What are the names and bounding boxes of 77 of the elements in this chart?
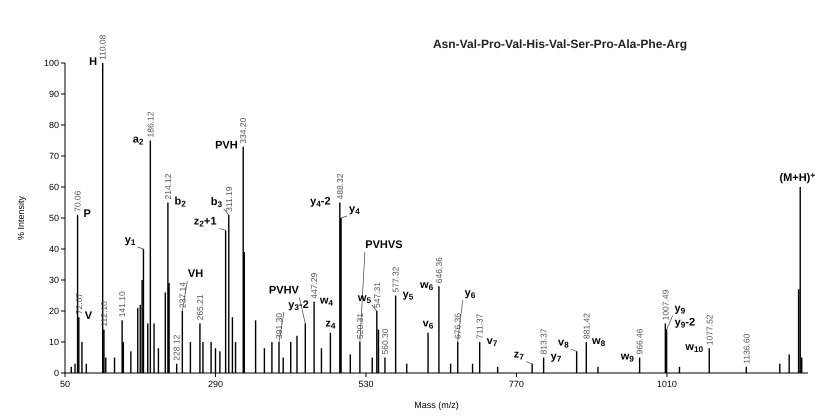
y-axis-title: % Intensity [16, 195, 26, 240]
x-tick-label: 1010 [656, 379, 677, 389]
annotation: P [84, 208, 91, 220]
annotation: z$_{4}$ [325, 318, 336, 332]
annotation: 186.12 [145, 111, 156, 138]
annotation: w$_{9}$ [620, 350, 634, 364]
annotation: 334.20 [238, 117, 248, 144]
annotation: 488.32 [334, 173, 345, 200]
annotation: 447.29 [309, 272, 320, 299]
annotation: 676.36 [452, 312, 463, 339]
annotation: 1077.52 [704, 314, 714, 346]
y-tick-label: 50 [48, 213, 59, 223]
annotation: b$_{2}$ [174, 196, 186, 209]
annotation: 966.46 [634, 328, 645, 354]
y-tick-label: 80 [48, 120, 59, 130]
annotation: 1007.49 [660, 289, 670, 320]
x-axis-title: Mass (m/z) [414, 400, 459, 410]
annotation: y$_{5}$ [402, 288, 414, 302]
annotation: PVHVS [365, 239, 403, 251]
annotation: v$_{7}$ [486, 335, 498, 348]
annotation: v$_{8}$ [558, 336, 570, 350]
annotation: 547.31 [372, 282, 382, 308]
annotation: y$_{6}$ [464, 287, 476, 300]
annotation: 560.30 [380, 328, 390, 354]
annotation: w$_{10}$ [684, 341, 704, 355]
y-tick-label: 90 [48, 89, 59, 99]
annotation: 237.14 [177, 282, 188, 308]
annotation: v$_{6}$ [422, 318, 434, 332]
annotation: 391.30 [274, 312, 284, 339]
annotation: 881.42 [581, 312, 592, 339]
annotation: PVHV [268, 284, 300, 296]
annotation: z$_{7}$ [514, 348, 524, 362]
annotation: 311.19 [224, 186, 234, 212]
annotation: H [89, 56, 98, 68]
annotation: 72.07 [74, 292, 84, 314]
annotation: w$_{8}$ [591, 335, 606, 348]
annotation: b$_{3}$ [210, 196, 223, 210]
annotation: 577.32 [390, 266, 401, 292]
annotation: y$_{4}$ [349, 203, 360, 216]
y-tick-label: 70 [48, 151, 59, 161]
chart-title: Asn-Val-Pro-Val-His-Val-Ser-Pro-Ala-Phe-Arg [432, 37, 688, 51]
annotation: 70.06 [72, 190, 83, 212]
annotation: 112.10 [98, 300, 109, 327]
y-tick-label: 40 [48, 244, 59, 254]
annotation: y$_{9}$ [674, 302, 686, 316]
x-tick-label: 290 [208, 379, 223, 389]
annotation: 520.31 [354, 312, 365, 339]
annotation: 228.12 [172, 334, 182, 361]
annotation: y$_{9}$-2 [674, 316, 696, 330]
x-tick-label: 50 [60, 379, 70, 389]
annotation: 711.37 [474, 313, 485, 339]
y-tick-label: 20 [48, 306, 59, 316]
annotation: VH [188, 268, 204, 280]
annotation: 646.36 [434, 256, 444, 284]
y-tick-label: 30 [48, 275, 59, 285]
x-tick-label: 770 [508, 379, 524, 389]
annotation: 214.12 [162, 173, 173, 200]
annotation: 141.10 [117, 291, 128, 318]
y-tick-label: 10 [48, 337, 59, 347]
annotation: y$_{1}$ [124, 234, 136, 248]
annotation: 265.21 [194, 294, 205, 320]
annotation: z$_{2}$+1 [194, 215, 216, 229]
annotation: 813.37 [538, 328, 549, 354]
y-tick-label: 0 [54, 368, 59, 378]
annotation: 110.08 [98, 34, 108, 60]
annotation: w$_{6}$ [419, 279, 434, 293]
y-tick-label: 60 [48, 182, 59, 192]
annotation: (M+H)$^{+}$ [779, 170, 816, 184]
annotation: w$_{4}$ [318, 294, 334, 308]
annotation: 1136.60 [741, 333, 752, 364]
x-tick-label: 530 [358, 379, 374, 389]
y-tick-label: 100 [44, 58, 59, 68]
annotation: V [84, 310, 93, 322]
annotation: y$_{4}$-2 [310, 196, 331, 209]
annotation: y$_{7}$ [550, 350, 562, 364]
annotation: PVH [215, 140, 238, 152]
annotation: a$_{2}$ [132, 134, 144, 147]
